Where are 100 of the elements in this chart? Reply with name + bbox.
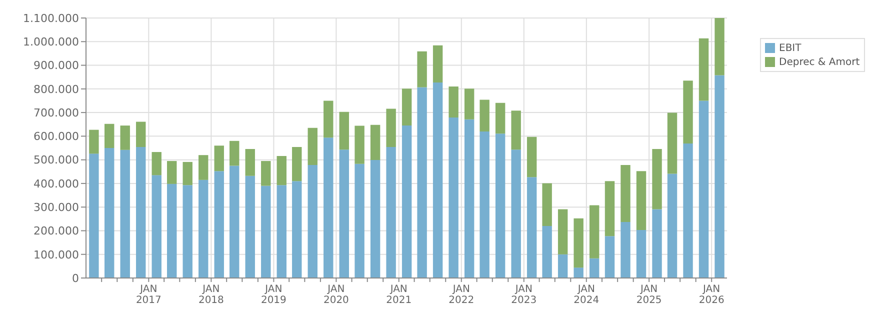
bar (354, 164, 364, 278)
bar (182, 162, 192, 186)
bar (214, 171, 224, 278)
bar (480, 131, 490, 278)
bar (432, 82, 443, 278)
bar (104, 148, 114, 278)
bar (386, 108, 396, 148)
bar (636, 171, 646, 230)
bar (261, 161, 271, 186)
bar (636, 230, 646, 278)
bar (714, 75, 724, 278)
bar (276, 156, 286, 186)
x-tick-label: JAN 2017 (136, 284, 162, 306)
bar (417, 51, 427, 88)
bar (354, 126, 364, 164)
bar (448, 118, 458, 278)
bar (480, 100, 490, 132)
bar (542, 183, 552, 226)
bar (511, 150, 521, 278)
bar (339, 150, 349, 278)
bar (495, 134, 506, 278)
bar (214, 146, 224, 172)
bar (167, 161, 177, 184)
bar (432, 45, 443, 83)
bar (620, 165, 630, 222)
y-tick-label: 500.000 (34, 154, 79, 167)
bar (604, 236, 615, 278)
y-tick-label: 400.000 (34, 177, 79, 190)
y-tick-label: 100.000 (34, 248, 79, 262)
bar (245, 148, 255, 176)
bar (370, 124, 380, 160)
bar (276, 185, 286, 278)
y-tick-label: 1.100.000 (23, 12, 79, 25)
bar (683, 80, 693, 144)
legend-label: EBIT (779, 42, 802, 54)
bar (526, 177, 537, 278)
bar (386, 147, 396, 278)
bar (370, 160, 380, 278)
bar (511, 110, 521, 150)
y-tick-label: 200.000 (34, 224, 79, 238)
y-tick-label: 0 (72, 272, 79, 285)
bar (604, 181, 615, 236)
bar (558, 209, 568, 254)
bar (230, 166, 240, 278)
bar (526, 136, 537, 178)
bar (198, 180, 208, 278)
x-tick-label: JAN 2018 (198, 284, 224, 306)
bar (714, 18, 724, 76)
bar (136, 122, 146, 148)
bar (198, 155, 208, 180)
y-tick-label: 600.000 (34, 130, 79, 144)
bar (120, 126, 130, 150)
bar (402, 88, 412, 126)
bar (683, 144, 693, 278)
bar (245, 176, 255, 278)
bar (136, 147, 146, 278)
bar (652, 209, 662, 278)
y-tick-label: 300.000 (34, 200, 79, 214)
bar (542, 226, 552, 278)
bar (667, 174, 678, 278)
y-tick-label: 1.000.000 (23, 36, 79, 49)
x-tick-label: JAN 2021 (386, 284, 412, 306)
bar (574, 218, 584, 268)
bar (464, 88, 474, 120)
bar (182, 185, 192, 278)
bar (495, 102, 506, 134)
bar (292, 147, 302, 182)
bar (698, 38, 709, 101)
x-tick-label: JAN 2026 (698, 284, 724, 306)
bar (167, 184, 177, 278)
x-tick-label: JAN 2023 (511, 284, 537, 306)
bar (620, 222, 630, 278)
y-tick-label: 800.000 (34, 82, 79, 96)
bar (448, 86, 458, 118)
x-tick-label: JAN 2025 (636, 284, 662, 306)
bar (652, 148, 662, 210)
bar (292, 181, 302, 278)
bar (324, 100, 334, 138)
bar (324, 138, 334, 278)
bar (589, 258, 600, 278)
bar (698, 100, 709, 278)
bar (120, 150, 130, 278)
x-tick-label: JAN 2024 (574, 284, 600, 306)
bar (339, 112, 349, 150)
bar (464, 119, 474, 278)
bar (589, 205, 600, 258)
bar (89, 130, 99, 154)
legend-label: Deprec & Amort (779, 56, 860, 68)
bar (261, 186, 271, 278)
bar (104, 124, 114, 148)
y-tick-label: 700.000 (34, 106, 79, 120)
bar (89, 154, 99, 278)
bar (417, 87, 427, 278)
bar (667, 112, 678, 174)
bar (152, 175, 162, 278)
bar (308, 128, 318, 166)
y-tick-label: 900.000 (34, 59, 79, 72)
bar (402, 126, 412, 278)
x-tick-label: JAN 2019 (260, 284, 286, 306)
bar (152, 152, 162, 176)
